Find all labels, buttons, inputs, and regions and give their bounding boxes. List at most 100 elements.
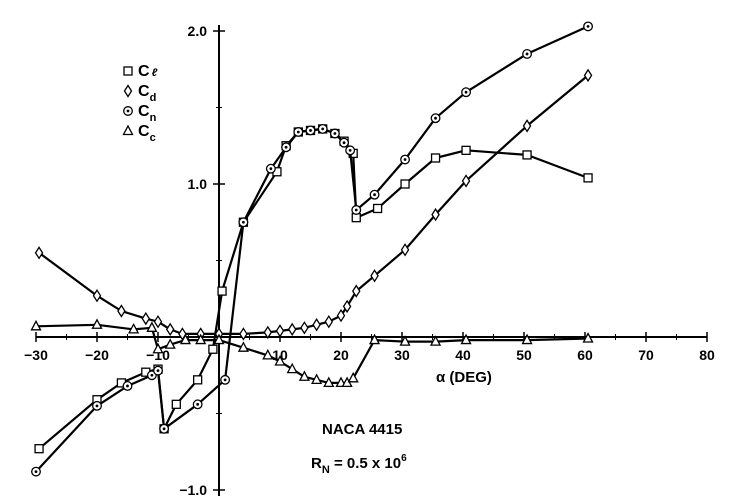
- series-line: [38, 127, 590, 450]
- reynolds-value: = 0.5 x 10: [330, 455, 401, 472]
- data-point: [347, 371, 359, 383]
- data-point: [192, 399, 203, 410]
- circle-dot: [284, 145, 288, 149]
- circle-dot: [162, 427, 166, 431]
- data-point: [429, 335, 442, 346]
- data-point: [368, 333, 381, 345]
- data-point: [286, 362, 298, 374]
- circle-dot: [525, 52, 529, 56]
- reynolds-r: R: [311, 455, 322, 472]
- data-point: [311, 373, 323, 384]
- data-point: [153, 365, 163, 376]
- data-point: [159, 423, 170, 434]
- data-point: [153, 314, 163, 329]
- data-point: [164, 338, 176, 349]
- data-point: [293, 127, 304, 137]
- series-circle: [31, 21, 594, 477]
- data-point: [220, 374, 231, 385]
- data-point: [400, 243, 410, 257]
- x-tick-label: 50: [516, 347, 532, 363]
- circle-dot: [34, 470, 38, 474]
- data-point: [461, 87, 472, 98]
- data-point: [336, 308, 346, 323]
- data-point: [522, 150, 532, 160]
- circle-dot: [373, 193, 376, 197]
- data-point: [238, 217, 249, 228]
- legend-label: Cd: [138, 83, 156, 104]
- circle-dot: [269, 167, 273, 171]
- data-point: [583, 68, 593, 83]
- data-point: [400, 154, 411, 165]
- circle-dot: [126, 384, 129, 388]
- data-point: [195, 333, 207, 345]
- data-point: [141, 311, 151, 326]
- data-point: [287, 322, 297, 337]
- data-point: [265, 163, 276, 174]
- circle-dot: [464, 90, 468, 94]
- y-tick-label: 1.0: [188, 176, 208, 192]
- data-point: [399, 335, 411, 346]
- data-point: [583, 21, 594, 32]
- circle-dot: [126, 109, 130, 113]
- data-point: [217, 286, 227, 296]
- x-tick-label: 40: [455, 347, 471, 363]
- data-point: [521, 333, 533, 345]
- data-point: [34, 246, 44, 260]
- data-point: [213, 333, 225, 345]
- data-point: [372, 203, 383, 214]
- data-point: [369, 189, 380, 200]
- data-point: [117, 304, 126, 318]
- data-point: [165, 322, 175, 337]
- data-point: [339, 137, 350, 148]
- circle-dot: [223, 378, 227, 382]
- data-point: [582, 332, 594, 343]
- data-point: [31, 466, 41, 477]
- circle-dot: [333, 132, 337, 135]
- x-tick-label: −30: [24, 347, 48, 363]
- legend-marker: [123, 84, 133, 98]
- series-line: [34, 25, 590, 473]
- data-point: [192, 375, 203, 385]
- data-point: [300, 321, 309, 335]
- data-point: [92, 400, 102, 411]
- legend-label: Cc: [138, 123, 156, 144]
- series-layer: [30, 21, 594, 477]
- circle-dot: [242, 220, 245, 224]
- circle-dot: [348, 148, 352, 152]
- circle-dot: [150, 373, 154, 377]
- data-point: [92, 288, 102, 303]
- x-tick-label: 80: [699, 347, 715, 363]
- data-point: [583, 173, 593, 183]
- circle-dot: [309, 129, 312, 132]
- reynolds-exponent: 6: [401, 453, 407, 464]
- legend-marker: [123, 106, 133, 116]
- data-point: [342, 299, 352, 314]
- data-point: [262, 348, 274, 360]
- circle-dot: [95, 404, 99, 408]
- data-point: [179, 333, 192, 345]
- data-point: [298, 370, 310, 381]
- reynolds-annotation: RN = 0.5 x 106: [311, 453, 407, 476]
- legend-marker: [123, 66, 133, 76]
- legend-marker: [122, 124, 134, 136]
- series-triangle: [30, 318, 594, 388]
- data-point: [274, 355, 286, 366]
- circle-dot: [403, 158, 407, 161]
- circle-dot: [586, 25, 590, 28]
- data-point: [122, 381, 133, 391]
- data-point: [239, 327, 248, 341]
- data-point: [323, 376, 335, 388]
- circle-dot: [196, 402, 200, 406]
- data-point: [152, 342, 164, 354]
- series-line: [38, 74, 590, 335]
- data-point: [128, 322, 140, 334]
- data-point: [281, 142, 292, 153]
- y-tick-label: 2.0: [188, 23, 208, 39]
- x-tick-label: −20: [85, 347, 109, 363]
- x-tick-label: 60: [577, 347, 593, 363]
- series-diamond: [34, 68, 593, 341]
